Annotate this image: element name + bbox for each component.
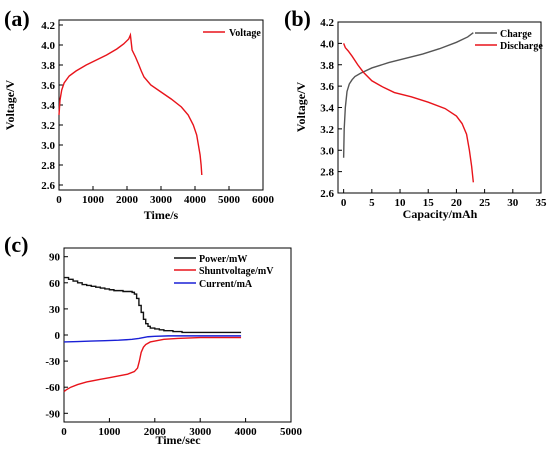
y-tick-label: 3.0 (320, 145, 334, 157)
x-tick-label: 1000 (82, 194, 105, 206)
tick-group: 0 1000 2000 3000 4000 5000 -90 -60 -30 0 30 60 90 (45, 252, 302, 438)
panel-label: (c) (4, 232, 28, 257)
x-tick-label: 0 (341, 197, 347, 209)
y-tick-label: 3.6 (41, 80, 55, 92)
legend: Charge Discharge (475, 29, 543, 52)
x-axis-label: Time/s (144, 208, 179, 222)
x-tick-label: 4000 (184, 194, 207, 206)
y-tick-label: 2.8 (320, 167, 334, 179)
series-line-voltage (58, 32, 203, 176)
y-tick-label: 3.6 (320, 81, 334, 93)
series-group (342, 32, 475, 183)
x-tick-label: 1000 (98, 426, 121, 438)
x-tick-label: 20 (451, 197, 463, 209)
x-tick-label: 5000 (280, 426, 303, 438)
y-tick-label: 90 (49, 252, 61, 264)
x-tick-label: 2000 (144, 426, 167, 438)
plot-frame (58, 19, 264, 191)
series-line-current-ma (63, 335, 242, 343)
series-line-discharge (342, 43, 475, 183)
y-tick-label: -30 (45, 356, 60, 368)
x-tick-label: 6000 (252, 194, 275, 206)
x-tick-label: 2000 (116, 194, 139, 206)
legend: Power/mW Shuntvoltage/mV Current/mA (174, 254, 274, 290)
legend-label-current: Current/mA (199, 279, 253, 290)
y-tick-label: 30 (49, 304, 61, 316)
series-line-shuntvoltage-mv (63, 336, 242, 393)
x-tick-label: 25 (479, 197, 491, 209)
y-axis-label: Voltage/V (3, 80, 17, 131)
y-tick-label: 2.6 (320, 188, 334, 200)
x-tick-label: 4000 (235, 426, 258, 438)
series-group (63, 276, 242, 393)
y-tick-label: 3.4 (41, 100, 55, 112)
x-axis-label: Capacity/mAh (403, 207, 478, 221)
y-tick-label: -60 (45, 382, 60, 394)
x-tick-label: 15 (423, 197, 435, 209)
panel-label: (b) (284, 6, 311, 31)
x-tick-label: 3000 (150, 194, 173, 206)
x-tick-label: 3000 (189, 426, 212, 438)
tick-group: 0 5 10 15 20 25 30 35 2.6 2.8 3.0 3.2 3.4 3.6 3.8 4.0 4.… (320, 17, 547, 209)
legend-label-shuntvoltage: Shuntvoltage/mV (199, 266, 274, 277)
chart-panel-c: (c) 0 1000 2000 3000 4000 5000 -90 -60 -30 0 30 60 9… (4, 232, 303, 447)
legend-label-charge: Charge (500, 29, 532, 40)
y-tick-label: 3.0 (41, 140, 55, 152)
y-tick-label: 3.2 (41, 120, 55, 132)
y-tick-label: 4.2 (41, 20, 55, 32)
y-axis-label: Voltage/V (294, 82, 308, 133)
x-tick-label: 0 (56, 194, 62, 206)
legend: Voltage (203, 28, 261, 39)
legend-label-voltage: Voltage (229, 28, 261, 39)
series-group (58, 32, 203, 176)
x-tick-label: 30 (507, 197, 519, 209)
y-tick-label: 3.2 (320, 124, 334, 136)
panel-label: (a) (4, 6, 30, 31)
y-tick-label: 3.4 (320, 103, 334, 115)
chart-panel-b: (b) 0 5 10 15 20 25 30 35 2.6 2.8 3.0 3.2 3.4 3.6 3.8 4… (284, 6, 547, 221)
y-tick-label: 4.0 (41, 40, 55, 52)
x-tick-label: 5 (369, 197, 375, 209)
y-tick-label: 4.2 (320, 17, 334, 29)
y-tick-label: 60 (49, 278, 61, 290)
x-tick-label: 10 (395, 197, 407, 209)
x-tick-label: 0 (61, 426, 67, 438)
y-tick-label: 2.8 (41, 160, 55, 172)
x-tick-label: 35 (536, 197, 548, 209)
y-tick-label: 0 (55, 330, 61, 342)
y-tick-label: 2.6 (41, 180, 55, 192)
y-tick-label: 4.0 (320, 38, 334, 50)
series-line-charge (342, 32, 474, 158)
tick-group: 0 1000 2000 3000 4000 5000 6000 2.6 2.8 3.0 3.2 3.4… (41, 20, 274, 206)
legend-label-discharge: Discharge (500, 41, 543, 52)
y-tick-label: -90 (45, 408, 60, 420)
x-axis-label: Time/sec (155, 433, 201, 447)
chart-panel-a: (a) 0 1000 2000 3000 4000 5000 6000 2.6 2.8 3.0 3.… (3, 6, 275, 222)
x-tick-label: 5000 (218, 194, 241, 206)
y-tick-label: 3.8 (41, 60, 55, 72)
y-tick-label: 3.8 (320, 60, 334, 72)
series-line-power-mw (64, 276, 242, 334)
legend-label-power: Power/mW (199, 254, 247, 265)
